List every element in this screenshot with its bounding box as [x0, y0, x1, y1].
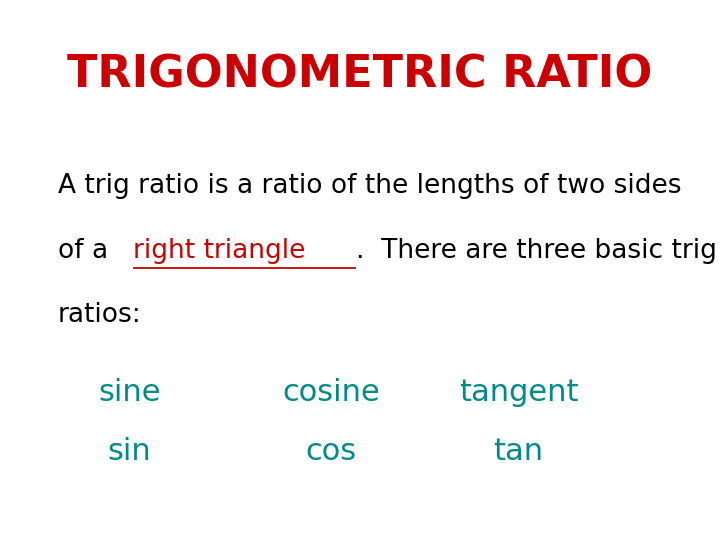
- Text: tangent: tangent: [459, 378, 578, 407]
- Text: cosine: cosine: [282, 378, 380, 407]
- Text: TRIGONOMETRIC RATIO: TRIGONOMETRIC RATIO: [68, 54, 652, 97]
- Text: A trig ratio is a ratio of the lengths of two sides: A trig ratio is a ratio of the lengths o…: [58, 173, 681, 199]
- Text: sine: sine: [99, 378, 161, 407]
- Text: of a: of a: [58, 238, 116, 264]
- Text: .  There are three basic trig: . There are three basic trig: [356, 238, 716, 264]
- Text: cos: cos: [305, 437, 357, 467]
- Text: sin: sin: [108, 437, 151, 467]
- Text: tan: tan: [493, 437, 544, 467]
- Text: ratios:: ratios:: [58, 302, 141, 328]
- Text: right triangle: right triangle: [133, 238, 305, 264]
